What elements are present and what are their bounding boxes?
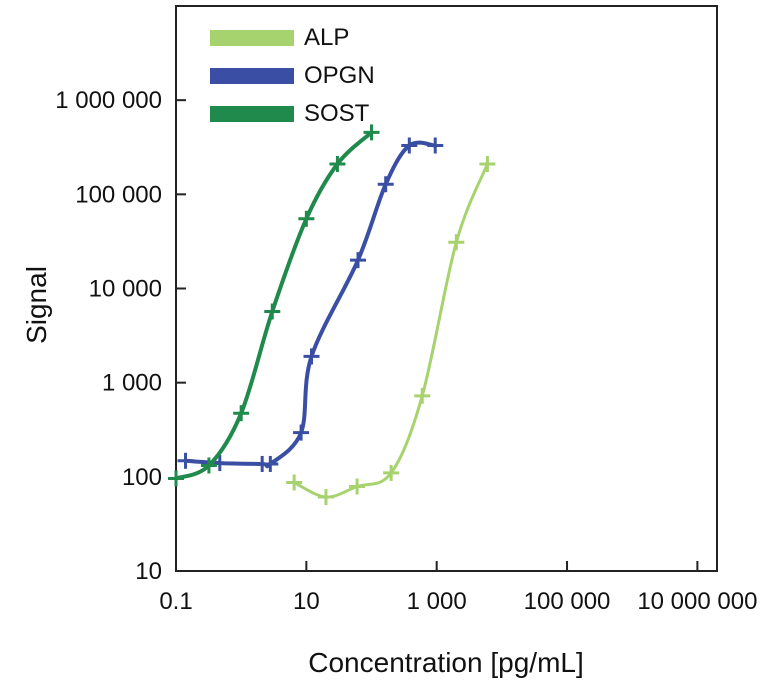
data-point-opgn <box>378 176 394 192</box>
series-line-opgn <box>186 143 436 467</box>
y-tick-label: 1 000 <box>102 370 162 397</box>
y-tick-label: 10 <box>135 558 162 585</box>
x-tick-label: 100 000 <box>524 588 611 615</box>
legend-swatch-alp <box>210 30 294 46</box>
data-point-opgn <box>178 453 194 469</box>
legend-label-alp: ALP <box>304 24 349 51</box>
legend: ALP OPGN SOST <box>210 24 375 127</box>
data-point-alp <box>479 156 495 172</box>
legend-swatch-opgn <box>210 68 294 84</box>
y-tick-label: 1 000 000 <box>55 87 162 114</box>
series-group <box>168 124 495 505</box>
legend-label-opgn: OPGN <box>304 62 375 89</box>
data-point-sost <box>298 211 314 227</box>
x-axis-title: Concentration [pg/mL] <box>308 647 584 678</box>
y-tick-label: 100 <box>122 464 162 491</box>
data-point-sost <box>264 303 280 319</box>
data-point-alp <box>448 234 464 250</box>
x-tick-label: 1 000 <box>407 588 467 615</box>
data-point-opgn <box>304 348 320 364</box>
data-point-alp <box>286 475 302 491</box>
legend-swatch-sost <box>210 106 294 122</box>
y-axis-title: Signal <box>21 266 52 344</box>
x-tick-label: 0.1 <box>159 588 192 615</box>
x-tick-label: 10 <box>293 588 320 615</box>
data-point-alp <box>414 388 430 404</box>
x-axis-ticks: 0.1 10 1 000 100 000 10 000 000 <box>159 561 757 615</box>
x-tick-label: 10 000 000 <box>637 588 757 615</box>
data-point-opgn <box>427 138 443 154</box>
data-point-alp <box>318 489 334 505</box>
data-point-sost <box>168 471 184 487</box>
data-point-alp <box>349 478 365 494</box>
data-point-sost <box>233 405 249 421</box>
y-axis-ticks: 10 100 1 000 10 000 100 000 1 000 000 <box>55 87 186 585</box>
y-tick-label: 10 000 <box>89 276 162 303</box>
legend-label-sost: SOST <box>304 100 370 127</box>
y-tick-label: 100 000 <box>75 181 162 208</box>
data-point-opgn <box>350 252 366 268</box>
data-point-opgn <box>293 425 309 441</box>
